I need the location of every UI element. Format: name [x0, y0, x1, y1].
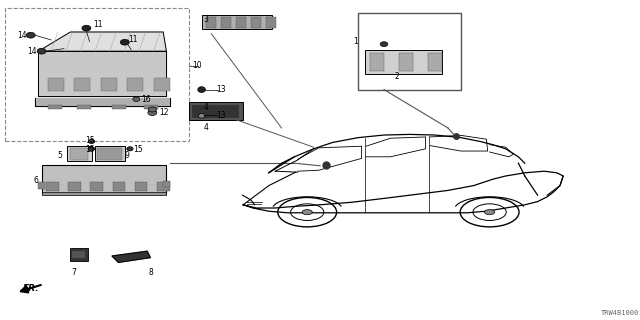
Bar: [206, 17, 216, 28]
Bar: [48, 78, 64, 91]
Text: 4: 4: [204, 124, 209, 132]
Ellipse shape: [82, 25, 91, 31]
Bar: [134, 182, 147, 191]
Bar: [144, 105, 158, 109]
Bar: [428, 53, 442, 71]
Bar: [365, 50, 442, 74]
Text: 2: 2: [394, 72, 399, 81]
Text: 15: 15: [85, 145, 95, 154]
Ellipse shape: [380, 42, 388, 46]
Ellipse shape: [120, 39, 129, 45]
Circle shape: [484, 210, 495, 215]
Text: 10: 10: [192, 61, 202, 70]
Text: 15: 15: [133, 145, 143, 154]
Bar: [127, 78, 143, 91]
Bar: [48, 105, 62, 109]
Bar: [38, 182, 45, 189]
Text: 4: 4: [204, 103, 209, 112]
Text: FR.: FR.: [22, 284, 39, 293]
Bar: [236, 17, 246, 28]
Bar: [266, 17, 276, 28]
Bar: [202, 15, 272, 29]
Bar: [72, 251, 85, 258]
Text: 9: 9: [125, 151, 130, 160]
Ellipse shape: [88, 147, 95, 151]
Text: 12: 12: [159, 108, 168, 117]
Bar: [90, 182, 103, 191]
Ellipse shape: [133, 97, 140, 101]
Bar: [112, 105, 126, 109]
Bar: [192, 105, 239, 118]
Ellipse shape: [88, 139, 95, 143]
Bar: [70, 248, 88, 261]
Text: 3: 3: [204, 15, 209, 24]
Ellipse shape: [198, 87, 205, 92]
Text: 8: 8: [148, 268, 153, 277]
Text: 11: 11: [93, 20, 102, 29]
Ellipse shape: [127, 147, 133, 151]
Text: 5: 5: [58, 151, 63, 160]
Text: 1: 1: [354, 37, 358, 46]
Text: 13: 13: [216, 111, 226, 120]
Bar: [67, 146, 92, 161]
Bar: [189, 102, 243, 120]
Bar: [68, 182, 81, 191]
Bar: [100, 78, 116, 91]
Ellipse shape: [148, 107, 156, 112]
Text: 14: 14: [28, 47, 37, 56]
Text: 6: 6: [33, 176, 38, 185]
Circle shape: [302, 210, 312, 215]
Bar: [97, 148, 122, 160]
Bar: [399, 53, 413, 71]
Bar: [70, 148, 88, 160]
Bar: [74, 78, 90, 91]
Text: TRW4B1000: TRW4B1000: [600, 310, 639, 316]
Bar: [221, 17, 231, 28]
Ellipse shape: [37, 48, 46, 54]
Bar: [157, 182, 170, 191]
Bar: [42, 192, 166, 195]
Text: 13: 13: [216, 85, 226, 94]
Ellipse shape: [148, 110, 157, 116]
Text: 15: 15: [85, 136, 95, 145]
Polygon shape: [38, 51, 166, 96]
Bar: [113, 182, 125, 191]
Polygon shape: [35, 98, 170, 106]
Bar: [46, 182, 59, 191]
Bar: [42, 165, 166, 194]
Bar: [95, 146, 125, 161]
Bar: [163, 181, 170, 187]
Ellipse shape: [26, 32, 35, 38]
Bar: [77, 105, 91, 109]
Polygon shape: [112, 251, 150, 262]
Bar: [251, 17, 261, 28]
Polygon shape: [38, 32, 166, 51]
Bar: [154, 78, 170, 91]
Text: 11: 11: [128, 36, 138, 44]
Bar: [370, 53, 384, 71]
Text: 16: 16: [141, 95, 150, 104]
Text: 7: 7: [71, 268, 76, 277]
Text: 14: 14: [17, 31, 27, 40]
Ellipse shape: [198, 114, 205, 118]
